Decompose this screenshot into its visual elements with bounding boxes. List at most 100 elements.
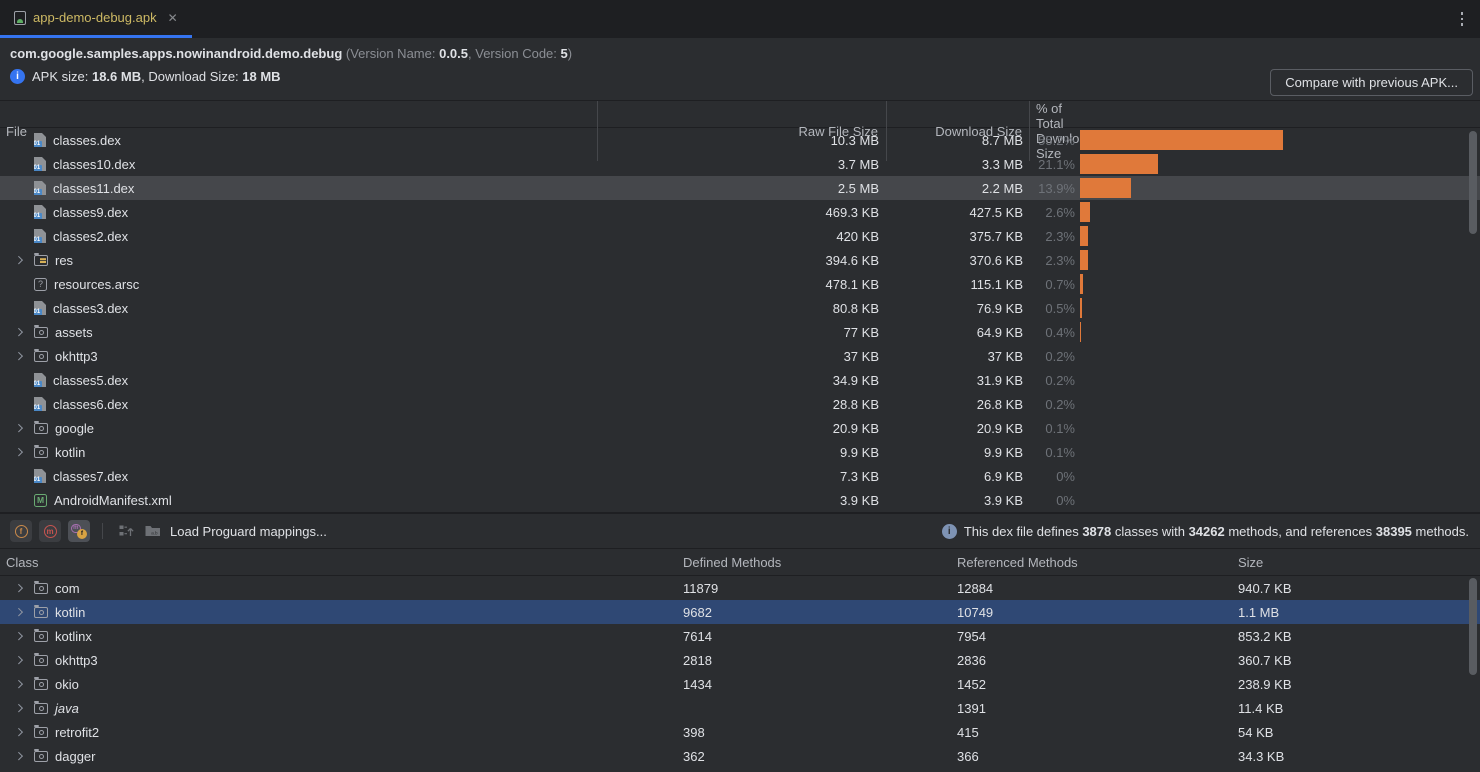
chevron-right-icon[interactable]: [15, 584, 23, 592]
class-cell: retrofit2: [0, 720, 683, 744]
chevron-right-icon[interactable]: [15, 704, 23, 712]
file-name: res: [55, 253, 73, 268]
show-all-nodes-toggle-button[interactable]: mf: [68, 520, 90, 542]
table-row[interactable]: classes3.dex80.8 KB76.9 KB0.5%: [0, 296, 1480, 320]
raw-size-cell: 9.9 KB: [598, 445, 887, 460]
table-row[interactable]: dagger36236634.3 KB: [0, 744, 1480, 768]
chevron-right-icon[interactable]: [15, 448, 23, 456]
raw-size-cell: 28.8 KB: [598, 397, 887, 412]
deobfuscate-methods-toggle-button[interactable]: m: [39, 520, 61, 542]
column-header-class: Class: [0, 555, 683, 570]
chevron-slot: [13, 353, 34, 359]
table-row[interactable]: classes6.dex 28.8 KB26.8 KB0.2%: [0, 392, 1480, 416]
raw-size-cell: 34.9 KB: [598, 373, 887, 388]
file-name: classes9.dex: [53, 205, 128, 220]
raw-size-cell: 3.7 MB: [598, 157, 887, 172]
pct-cell: 21.1%: [1030, 157, 1080, 172]
load-proguard-mappings-button[interactable]: a.b Load Proguard mappings...: [144, 523, 327, 539]
apk-size-value: 18.6 MB: [92, 69, 141, 84]
chevron-right-icon[interactable]: [15, 328, 23, 336]
chevron-right-icon[interactable]: [15, 424, 23, 432]
table-row[interactable]: assets77 KB64.9 KB0.4%: [0, 320, 1480, 344]
classes-scrollbar-thumb[interactable]: [1469, 578, 1477, 675]
referenced-methods-cell: 415: [957, 725, 1238, 740]
download-size-cell: 76.9 KB: [887, 301, 1030, 316]
table-row[interactable]: retrofit239841554 KB: [0, 720, 1480, 744]
pct-bar-cell: [1080, 488, 1480, 512]
chevron-right-icon[interactable]: [15, 680, 23, 688]
pct-bar: [1080, 178, 1131, 198]
dex-icon: [34, 205, 46, 219]
files-scrollbar-thumb[interactable]: [1469, 131, 1477, 234]
size-cell: 238.9 KB: [1238, 677, 1480, 692]
table-row[interactable]: okhttp337 KB37 KB0.2%: [0, 344, 1480, 368]
class-cell: okhttp3: [0, 648, 683, 672]
file-cell: MAndroidManifest.xml: [0, 488, 598, 512]
pct-bar-cell: [1080, 224, 1480, 248]
package-icon: [34, 703, 48, 714]
class-cell: com: [0, 576, 683, 600]
table-row[interactable]: kotlin9.9 KB9.9 KB0.1%: [0, 440, 1480, 464]
pct-cell: 13.9%: [1030, 181, 1080, 196]
chevron-slot: [13, 753, 34, 759]
table-row[interactable]: classes2.dex420 KB375.7 KB2.3%: [0, 224, 1480, 248]
table-row[interactable]: okio14341452238.9 KB: [0, 672, 1480, 696]
referenced-methods-cell: 1391: [957, 701, 1238, 716]
table-row[interactable]: google20.9 KB20.9 KB0.1%: [0, 416, 1480, 440]
table-row[interactable]: okhttp328182836360.7 KB: [0, 648, 1480, 672]
table-row[interactable]: java139111.4 KB: [0, 696, 1480, 720]
load-proguard-mappings-label: Load Proguard mappings...: [170, 524, 327, 539]
table-row[interactable]: classes.dex10.3 MB8.7 MB55.2%: [0, 128, 1480, 152]
kebab-menu-icon[interactable]: [1461, 12, 1464, 26]
raw-size-cell: 80.8 KB: [598, 301, 887, 316]
file-cell: classes3.dex: [0, 296, 598, 320]
download-size-cell: 26.8 KB: [887, 397, 1030, 412]
download-size-cell: 6.9 KB: [887, 469, 1030, 484]
info-icon: i: [10, 69, 25, 84]
pct-bar-cell: [1080, 344, 1480, 368]
chevron-right-icon[interactable]: [15, 608, 23, 616]
table-row[interactable]: com1187912884940.7 KB: [0, 576, 1480, 600]
version-suffix: ): [568, 46, 572, 61]
chevron-right-icon[interactable]: [15, 256, 23, 264]
download-size-cell: 31.9 KB: [887, 373, 1030, 388]
classes-table-header: Class Defined Methods Referenced Methods…: [0, 548, 1480, 576]
table-row[interactable]: res394.6 KB370.6 KB2.3%: [0, 248, 1480, 272]
table-row[interactable]: classes5.dex34.9 KB31.9 KB0.2%: [0, 368, 1480, 392]
chevron-right-icon[interactable]: [15, 632, 23, 640]
chevron-right-icon[interactable]: [15, 656, 23, 664]
table-row[interactable]: classes9.dex469.3 KB427.5 KB2.6%: [0, 200, 1480, 224]
file-cell: classes5.dex: [0, 368, 598, 392]
pct-bar-cell: [1080, 296, 1480, 320]
download-size-cell: 8.7 MB: [887, 133, 1030, 148]
compare-with-previous-apk-button[interactable]: Compare with previous APK...: [1270, 69, 1473, 96]
chevron-slot: [13, 729, 34, 735]
dex-icon: [34, 469, 46, 483]
chevron-right-icon[interactable]: [15, 352, 23, 360]
size-cell: 11.4 KB: [1238, 701, 1480, 716]
table-row[interactable]: kotlin9682107491.1 MB: [0, 600, 1480, 624]
methods-icon: m: [44, 525, 57, 538]
file-name: classes6.dex: [53, 397, 128, 412]
table-row[interactable]: classes7.dex7.3 KB6.9 KB0%: [0, 464, 1480, 488]
table-row[interactable]: ?resources.arsc478.1 KB115.1 KB0.7%: [0, 272, 1480, 296]
table-row[interactable]: kotlinx76147954853.2 KB: [0, 624, 1480, 648]
chevron-right-icon[interactable]: [15, 752, 23, 760]
deobfuscate-fields-toggle-button[interactable]: f: [10, 520, 32, 542]
chevron-slot: [13, 705, 34, 711]
table-row[interactable]: classes10.dex3.7 MB3.3 MB21.1%: [0, 152, 1480, 176]
file-cell: kotlin: [0, 440, 598, 464]
close-icon[interactable]: ✕: [168, 11, 178, 25]
package-icon: [34, 607, 48, 618]
table-row[interactable]: classes11.dex2.5 MB2.2 MB13.9%: [0, 176, 1480, 200]
version-name-label: (Version Name:: [342, 46, 439, 61]
chevron-right-icon[interactable]: [15, 728, 23, 736]
table-row[interactable]: MAndroidManifest.xml3.9 KB3.9 KB0%: [0, 488, 1480, 512]
raw-size-cell: 7.3 KB: [598, 469, 887, 484]
pct-cell: 0.2%: [1030, 397, 1080, 412]
dex-icon: [34, 157, 46, 171]
pct-bar: [1080, 274, 1083, 294]
dex-icon: [34, 181, 46, 195]
tab-apk-file[interactable]: app-demo-debug.apk ✕: [0, 0, 192, 38]
show-referenced-tree-button[interactable]: [115, 520, 137, 542]
